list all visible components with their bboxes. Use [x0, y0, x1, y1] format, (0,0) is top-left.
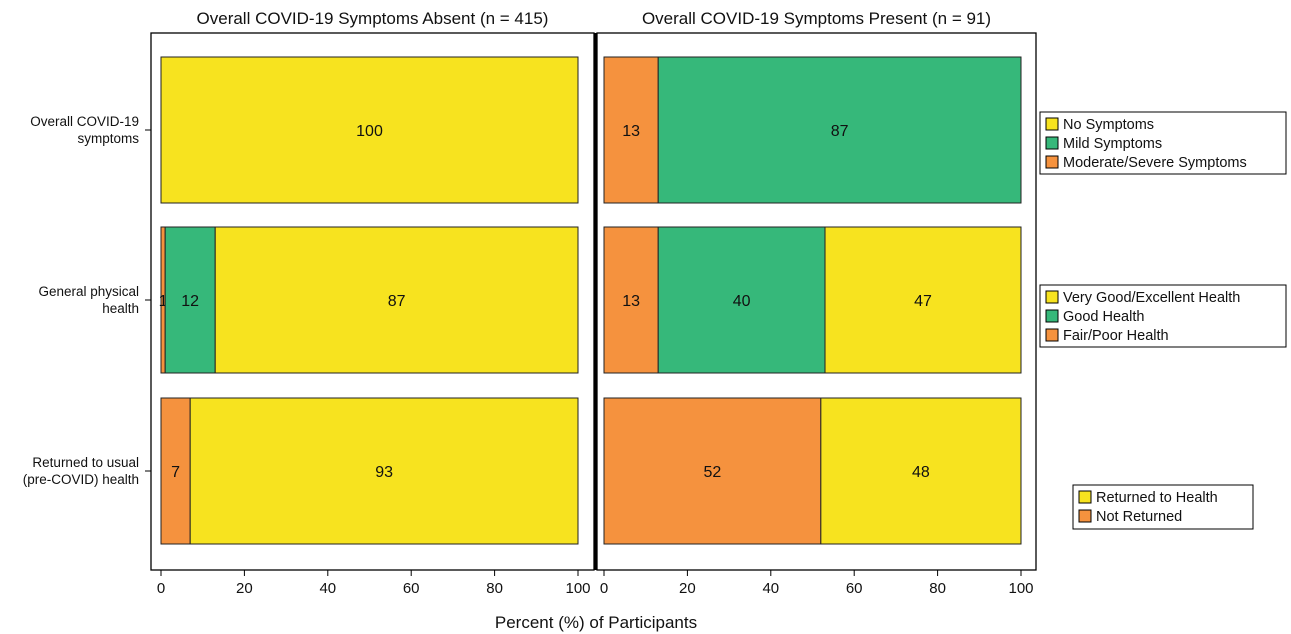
legend-label: Returned to Health [1096, 490, 1218, 506]
legend-frame [1039, 284, 1287, 348]
data-label: 87 [831, 123, 849, 140]
data-label: 52 [704, 464, 722, 481]
x-tick-label: 80 [929, 580, 946, 597]
bar-segment [657, 56, 1022, 204]
category-label: Overall COVID-19 symptoms [30, 114, 139, 146]
data-label: 12 [181, 293, 199, 310]
x-tick-label: 100 [565, 580, 590, 597]
bar-segment [603, 56, 659, 204]
legend-2: Very Good/Excellent Health Good Health Fai… [1039, 284, 1287, 348]
legend-3: Returned to Health Not Returned [1072, 484, 1254, 530]
legend-swatch [1045, 117, 1059, 131]
x-tick-label: 40 [319, 580, 336, 597]
category-labels: Overall COVID-19 symptoms General physical… [23, 114, 151, 487]
bar-segment [189, 397, 579, 545]
bar-segment [603, 397, 822, 545]
legend-swatch [1078, 490, 1092, 504]
legend-swatch [1078, 509, 1092, 523]
legend-swatch [1045, 290, 1059, 304]
legend-label: Not Returned [1096, 509, 1182, 525]
data-label: 47 [914, 293, 932, 310]
bar-segment [160, 397, 191, 545]
data-label: 40 [733, 293, 751, 310]
bar-segment [824, 226, 1022, 374]
panel-2: Overall COVID-19 Symptoms Present (n = 9… [596, 9, 1037, 597]
x-axis-label: Percent (%) of Participants [495, 613, 697, 632]
data-label: 100 [356, 123, 383, 140]
legend-swatch [1045, 309, 1059, 323]
legend-label: Mild Symptoms [1063, 136, 1162, 152]
x-tick-label: 80 [486, 580, 503, 597]
legend-label: Very Good/Excellent Health [1063, 290, 1240, 306]
data-label: 87 [388, 293, 406, 310]
x-tick-label: 40 [762, 580, 779, 597]
legend-1: No Symptoms Mild Symptoms Moderate/Severe … [1039, 111, 1287, 175]
legend-label: Fair/Poor Health [1063, 328, 1169, 344]
x-tick-label: 0 [157, 580, 165, 597]
panel-1: Overall COVID-19 Symptoms Absent (n = 41… [150, 9, 595, 597]
legend-swatch [1045, 328, 1059, 342]
data-label: 1 [159, 293, 168, 310]
panel-title: Overall COVID-19 Symptoms Absent (n = 41… [197, 9, 549, 28]
legend-frame [1039, 111, 1287, 175]
legend-swatch [1045, 155, 1059, 169]
x-tick-label: 60 [403, 580, 420, 597]
x-tick-label: 20 [679, 580, 696, 597]
data-label: 13 [622, 293, 640, 310]
data-label: 13 [622, 123, 640, 140]
x-tick-label: 0 [600, 580, 608, 597]
legend-swatch [1045, 136, 1059, 150]
legend-frame [1072, 484, 1254, 530]
bar-segment [160, 56, 579, 204]
panel-title: Overall COVID-19 Symptoms Present (n = 9… [642, 9, 991, 28]
data-label: 48 [912, 464, 930, 481]
x-tick-label: 20 [236, 580, 253, 597]
x-tick-label: 100 [1008, 580, 1033, 597]
legend-label: Good Health [1063, 309, 1144, 325]
legends-layer: No Symptoms Mild Symptoms Moderate/Severe … [1039, 111, 1287, 530]
panels-layer: Overall COVID-19 Symptoms Absent (n = 41… [150, 9, 1037, 597]
category-label: General physical health [38, 284, 139, 316]
data-label: 7 [171, 464, 180, 481]
legend-label: No Symptoms [1063, 117, 1154, 133]
data-label: 93 [375, 464, 393, 481]
bar-segment [603, 226, 659, 374]
legend-label: Moderate/Severe Symptoms [1063, 155, 1247, 171]
category-label: Returned to usual (pre-COVID) health [23, 455, 139, 487]
x-tick-label: 60 [846, 580, 863, 597]
bar-segment [820, 397, 1022, 545]
bar-segment [657, 226, 826, 374]
bar-segment [214, 226, 579, 374]
